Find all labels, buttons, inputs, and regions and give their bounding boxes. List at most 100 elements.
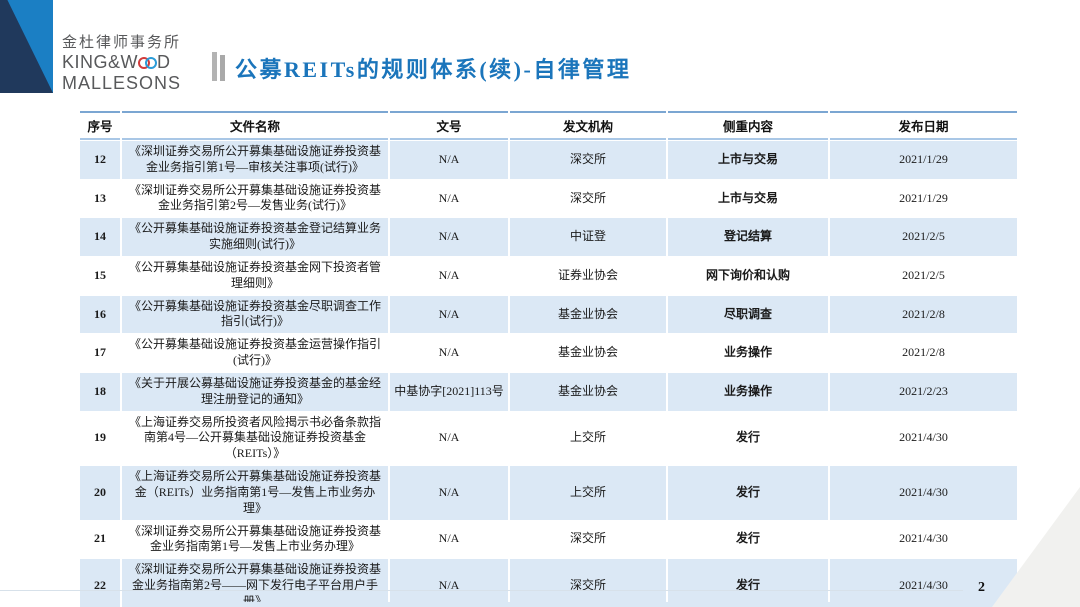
page-title: 公募REITs的规则体系(续)-自律管理: [235, 57, 632, 82]
logo-english-suffix: D: [157, 51, 171, 72]
firm-logo: 金杜律师事务所 KING&W D MALLESONS: [62, 34, 181, 94]
cell-no: 15: [80, 256, 120, 295]
cell-focus: 发行: [668, 466, 828, 520]
cell-focus: 发行: [668, 520, 828, 559]
table-row: 12 《深圳证券交易所公开募集基础设施证券投资基金业务指引第1号—审核关注事项(…: [80, 141, 1017, 179]
cell-focus: 网下询价和认购: [668, 256, 828, 295]
cell-no: 14: [80, 218, 120, 256]
cell-issuer: 上交所: [510, 466, 666, 520]
cell-issuer: 基金业协会: [510, 334, 666, 372]
cell-date: 2021/2/5: [830, 256, 1017, 295]
cell-issuer: 上交所: [510, 411, 666, 466]
cell-focus: 尽职调查: [668, 295, 828, 334]
header-issuer: 发文机构: [510, 111, 666, 140]
cell-doc-name: 《公开募集基础设施证券投资基金运营操作指引(试行)》: [122, 334, 388, 372]
regulations-table-wrap: 序号 文件名称 文号 发文机构 侧重内容 发布日期 12 《深圳证券交易所公开募…: [78, 110, 1019, 607]
cell-date: 2021/2/5: [830, 218, 1017, 256]
cell-doc-number: N/A: [390, 411, 508, 466]
cell-issuer: 深交所: [510, 141, 666, 179]
header-no: 序号: [80, 111, 120, 140]
cell-doc-number: N/A: [390, 179, 508, 218]
cell-issuer: 中证登: [510, 218, 666, 256]
cell-issuer: 深交所: [510, 179, 666, 218]
cell-issuer: 证券业协会: [510, 256, 666, 295]
cell-doc-number: N/A: [390, 295, 508, 334]
cell-date: 2021/4/30: [830, 559, 1017, 607]
cell-no: 17: [80, 334, 120, 372]
cell-focus: 发行: [668, 559, 828, 607]
table-row: 19 《上海证券交易所投资者风险揭示书必备条款指南第4号—公开募集基础设施证券投…: [80, 411, 1017, 466]
corner-decoration: [0, 0, 53, 93]
cell-no: 22: [80, 559, 120, 607]
cell-issuer: 深交所: [510, 559, 666, 607]
cell-issuer: 深交所: [510, 520, 666, 559]
cell-doc-name: 《关于开展公募基础设施证券投资基金的基金经理注册登记的通知》: [122, 372, 388, 411]
cell-focus: 业务操作: [668, 372, 828, 411]
header-doc-number: 文号: [390, 111, 508, 140]
cell-date: 2021/2/8: [830, 334, 1017, 372]
cell-no: 19: [80, 411, 120, 466]
cell-no: 18: [80, 372, 120, 411]
cell-date: 2021/4/30: [830, 411, 1017, 466]
table-row: 21 《深圳证券交易所公开募集基础设施证券投资基金业务指南第1号—发售上市业务办…: [80, 520, 1017, 559]
cell-issuer: 基金业协会: [510, 372, 666, 411]
cell-doc-name: 《深圳证券交易所公开募集基础设施证券投资基金业务指南第1号—发售上市业务办理》: [122, 520, 388, 559]
table-row: 13 《深圳证券交易所公开募集基础设施证券投资基金业务指引第2号—发售业务(试行…: [80, 179, 1017, 218]
logo-english-name: KING&W D: [62, 52, 181, 73]
cell-doc-name: 《上海证券交易所公开募集基础设施证券投资基金（REITs）业务指南第1号—发售上…: [122, 466, 388, 520]
cell-doc-number: N/A: [390, 520, 508, 559]
cell-date: 2021/4/30: [830, 466, 1017, 520]
cell-no: 13: [80, 179, 120, 218]
cell-no: 12: [80, 141, 120, 179]
table-row: 22 《深圳证券交易所公开募集基础设施证券投资基金业务指南第2号——网下发行电子…: [80, 559, 1017, 607]
cell-no: 16: [80, 295, 120, 334]
cell-date: 2021/2/8: [830, 295, 1017, 334]
cell-doc-number: N/A: [390, 256, 508, 295]
cell-focus: 上市与交易: [668, 179, 828, 218]
cell-date: 2021/2/23: [830, 372, 1017, 411]
cell-doc-number: N/A: [390, 141, 508, 179]
cell-doc-number: N/A: [390, 334, 508, 372]
title-marker-bars-icon: [212, 52, 225, 81]
cell-doc-number: 中基协字[2021]113号: [390, 372, 508, 411]
cell-doc-name: 《公开募集基础设施证券投资基金尽职调查工作指引(试行)》: [122, 295, 388, 334]
table-body: 12 《深圳证券交易所公开募集基础设施证券投资基金业务指引第1号—审核关注事项(…: [80, 141, 1017, 607]
table-row: 17 《公开募集基础设施证券投资基金运营操作指引(试行)》 N/A 基金业协会 …: [80, 334, 1017, 372]
cell-doc-name: 《公开募集基础设施证券投资基金登记结算业务实施细则(试行)》: [122, 218, 388, 256]
header-doc-name: 文件名称: [122, 111, 388, 140]
cell-doc-name: 《深圳证券交易所公开募集基础设施证券投资基金业务指南第2号——网下发行电子平台用…: [122, 559, 388, 607]
table-row: 15 《公开募集基础设施证券投资基金网下投资者管理细则》 N/A 证券业协会 网…: [80, 256, 1017, 295]
cell-issuer: 基金业协会: [510, 295, 666, 334]
header-row: 序号 文件名称 文号 发文机构 侧重内容 发布日期: [80, 111, 1017, 140]
header-focus: 侧重内容: [668, 111, 828, 140]
logo-english-prefix: KING&W: [62, 51, 139, 72]
cell-date: 2021/1/29: [830, 141, 1017, 179]
footer-divider: [0, 590, 963, 591]
cell-no: 21: [80, 520, 120, 559]
cell-doc-name: 《深圳证券交易所公开募集基础设施证券投资基金业务指引第1号—审核关注事项(试行)…: [122, 141, 388, 179]
logo-english-name2: MALLESONS: [62, 72, 182, 93]
cell-doc-name: 《深圳证券交易所公开募集基础设施证券投资基金业务指引第2号—发售业务(试行)》: [122, 179, 388, 218]
cell-date: 2021/1/29: [830, 179, 1017, 218]
table-row: 16 《公开募集基础设施证券投资基金尽职调查工作指引(试行)》 N/A 基金业协…: [80, 295, 1017, 334]
cell-no: 20: [80, 466, 120, 520]
logo-chinese-name: 金杜律师事务所: [62, 34, 182, 51]
cell-doc-number: N/A: [390, 466, 508, 520]
cell-doc-number: N/A: [390, 559, 508, 607]
regulations-table: 序号 文件名称 文号 发文机构 侧重内容 发布日期 12 《深圳证券交易所公开募…: [78, 110, 1019, 607]
cell-focus: 登记结算: [668, 218, 828, 256]
cell-focus: 发行: [668, 411, 828, 466]
logo-ring-blue-icon: [145, 57, 158, 70]
table-row: 20 《上海证券交易所公开募集基础设施证券投资基金（REITs）业务指南第1号—…: [80, 466, 1017, 520]
cell-doc-number: N/A: [390, 218, 508, 256]
page-number: 2: [978, 580, 985, 595]
cell-focus: 上市与交易: [668, 141, 828, 179]
header-date: 发布日期: [830, 111, 1017, 140]
table-row: 14 《公开募集基础设施证券投资基金登记结算业务实施细则(试行)》 N/A 中证…: [80, 218, 1017, 256]
title-bar: 公募REITs的规则体系(续)-自律管理: [212, 52, 631, 84]
cell-date: 2021/4/30: [830, 520, 1017, 559]
table-row: 18 《关于开展公募基础设施证券投资基金的基金经理注册登记的通知》 中基协字[2…: [80, 372, 1017, 411]
bottom-accent-strip: [124, 602, 932, 607]
corner-triangle-icon: [7, 0, 53, 93]
